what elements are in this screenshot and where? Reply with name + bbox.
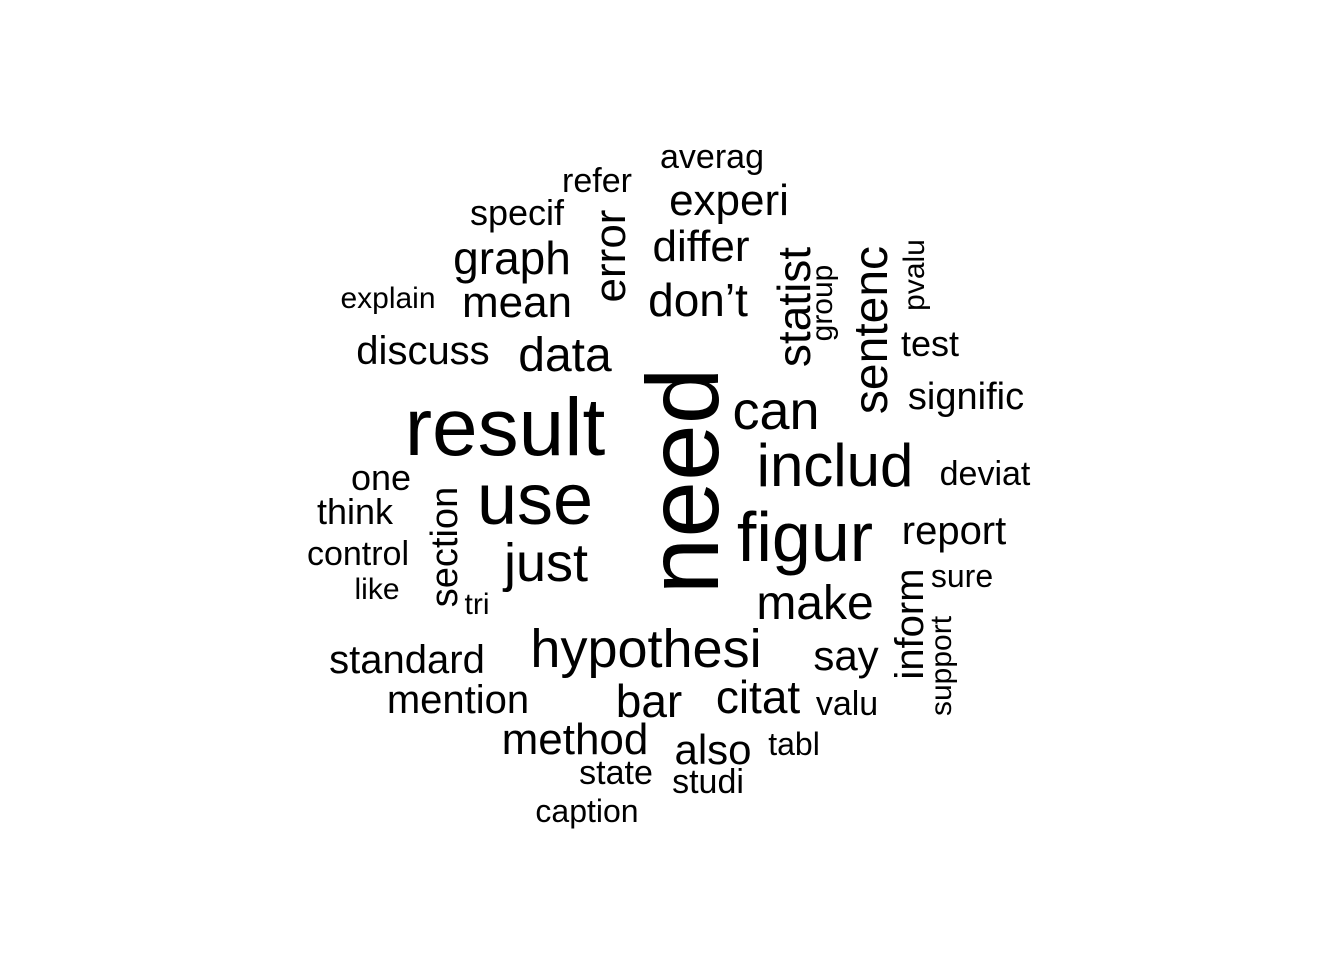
word-pvalu: pvalu: [898, 239, 931, 311]
word-need: need: [626, 367, 740, 595]
word-one: one: [350, 457, 412, 498]
word-valu: valu: [815, 685, 879, 723]
word-just: just: [503, 533, 589, 593]
word-includ: includ: [756, 432, 914, 499]
word-standard: standard: [329, 638, 485, 682]
word-support: support: [925, 615, 958, 717]
word-make: make: [756, 577, 874, 630]
word-signific: signific: [907, 376, 1025, 418]
word-graph: graph: [453, 232, 571, 284]
word-like: like: [354, 573, 400, 606]
word-method: method: [501, 715, 649, 764]
word-say: say: [813, 632, 879, 679]
word-averag: averag: [660, 138, 764, 176]
word-sentenc: sentenc: [845, 245, 898, 415]
word-citat: citat: [715, 671, 801, 723]
word-dont: don’t: [648, 274, 748, 326]
word-caption: caption: [535, 793, 639, 829]
word-sure: sure: [930, 558, 994, 594]
word-mean: mean: [461, 278, 573, 327]
word-figur: figur: [736, 498, 874, 576]
word-group: group: [806, 264, 839, 342]
word-section: section: [424, 486, 466, 608]
word-tri: tri: [464, 588, 490, 621]
word-hypothesi: hypothesi: [530, 619, 762, 679]
word-bar: bar: [615, 675, 683, 727]
word-test: test: [900, 323, 960, 364]
word-differ: differ: [652, 222, 750, 271]
word-specif: specif: [469, 192, 565, 233]
word-state: state: [579, 754, 653, 792]
word-tabl: tabl: [768, 726, 820, 762]
word-use: use: [476, 460, 594, 540]
word-think: think: [316, 491, 394, 532]
word-inform: inform: [888, 568, 932, 680]
word-can: can: [732, 381, 820, 441]
word-mention: mention: [386, 678, 530, 722]
word-data: data: [518, 329, 612, 382]
word-explain: explain: [340, 282, 436, 315]
word-discuss: discuss: [356, 329, 490, 373]
word-studi: studi: [672, 763, 744, 801]
word-refer: refer: [562, 162, 632, 200]
word-result: result: [404, 382, 606, 473]
word-deviat: deviat: [939, 455, 1031, 493]
word-control: control: [306, 535, 410, 573]
word-error: error: [586, 209, 635, 303]
word-report: report: [901, 509, 1007, 553]
word-experi: experi: [669, 176, 789, 225]
word-also: also: [674, 726, 752, 773]
